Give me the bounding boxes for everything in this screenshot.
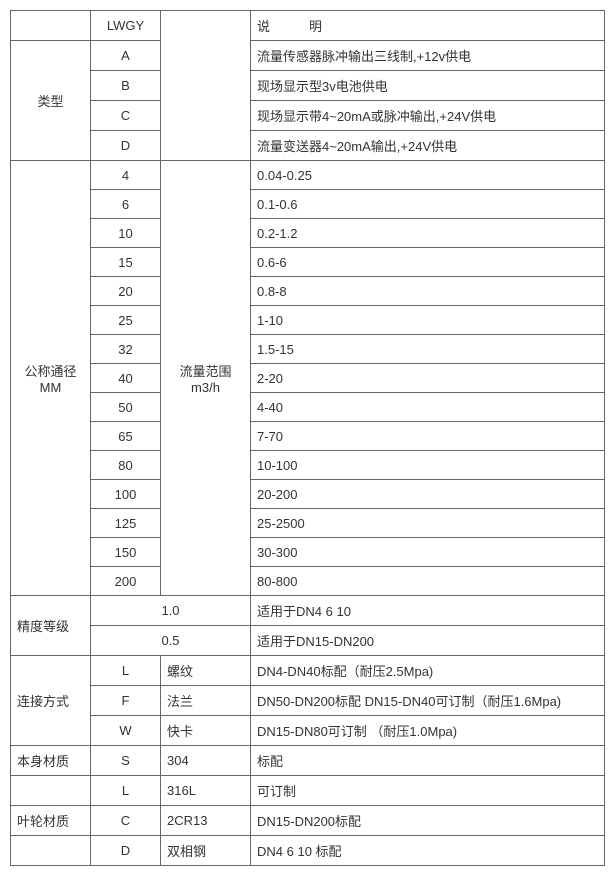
dn-size: 15 <box>91 248 161 277</box>
dn-range: 1.5-15 <box>251 335 605 364</box>
impeller-desc: DN4 6 10 标配 <box>251 836 605 866</box>
dn-size: 100 <box>91 480 161 509</box>
blank-cell <box>11 776 91 806</box>
body-mat-code: S <box>91 746 161 776</box>
dn-range: 1-10 <box>251 306 605 335</box>
type-code: D <box>91 131 161 161</box>
dn-size: 65 <box>91 422 161 451</box>
body-mat-label: 本身材质 <box>11 746 91 776</box>
dn-size: 10 <box>91 219 161 248</box>
dn-range: 7-70 <box>251 422 605 451</box>
header-code: LWGY <box>91 11 161 41</box>
type-desc: 流量传感器脉冲输出三线制,+12v供电 <box>251 41 605 71</box>
blank-cell <box>11 11 91 41</box>
impeller-desc: DN15-DN200标配 <box>251 806 605 836</box>
body-mat-desc: 可订制 <box>251 776 605 806</box>
accuracy-val: 0.5 <box>91 626 251 656</box>
body-mat-code: L <box>91 776 161 806</box>
conn-name: 快卡 <box>161 716 251 746</box>
dn-range: 0.04-0.25 <box>251 161 605 190</box>
impeller-code: C <box>91 806 161 836</box>
dn-range: 25-2500 <box>251 509 605 538</box>
body-mat-name: 304 <box>161 746 251 776</box>
conn-code: F <box>91 686 161 716</box>
blank-cell <box>11 836 91 866</box>
dn-size: 32 <box>91 335 161 364</box>
dn-range: 0.6-6 <box>251 248 605 277</box>
dn-size: 20 <box>91 277 161 306</box>
type-code: B <box>91 71 161 101</box>
accuracy-val: 1.0 <box>91 596 251 626</box>
dn-range: 20-200 <box>251 480 605 509</box>
impeller-label: 叶轮材质 <box>11 806 91 836</box>
dn-size: 25 <box>91 306 161 335</box>
dn-size: 4 <box>91 161 161 190</box>
dn-size: 40 <box>91 364 161 393</box>
type-desc-merge <box>161 11 251 161</box>
type-desc: 现场显示带4~20mA或脉冲输出,+24V供电 <box>251 101 605 131</box>
dn-range: 0.1-0.6 <box>251 190 605 219</box>
conn-code: W <box>91 716 161 746</box>
conn-desc: DN15-DN80可订制 （耐压1.0Mpa) <box>251 716 605 746</box>
type-desc: 流量变送器4~20mA输出,+24V供电 <box>251 131 605 161</box>
dn-label: 公称通径MM <box>11 161 91 596</box>
accuracy-desc: 适用于DN4 6 10 <box>251 596 605 626</box>
dn-range: 80-800 <box>251 567 605 596</box>
dn-size: 200 <box>91 567 161 596</box>
impeller-name: 双相钢 <box>161 836 251 866</box>
dn-range: 2-20 <box>251 364 605 393</box>
dn-size: 150 <box>91 538 161 567</box>
body-mat-desc: 标配 <box>251 746 605 776</box>
dn-range: 0.2-1.2 <box>251 219 605 248</box>
type-desc: 现场显示型3v电池供电 <box>251 71 605 101</box>
accuracy-label: 精度等级 <box>11 596 91 656</box>
type-label: 类型 <box>11 41 91 161</box>
conn-desc: DN4-DN40标配（耐压2.5Mpa) <box>251 656 605 686</box>
spec-table: LWGY 说 明 类型 A 流量传感器脉冲输出三线制,+12v供电 B 现场显示… <box>10 10 605 866</box>
dn-range-label: 流量范围m3/h <box>161 161 251 596</box>
header-desc-label: 说 明 <box>251 11 605 41</box>
dn-size: 125 <box>91 509 161 538</box>
dn-range: 10-100 <box>251 451 605 480</box>
conn-name: 法兰 <box>161 686 251 716</box>
body-mat-name: 316L <box>161 776 251 806</box>
conn-label: 连接方式 <box>11 656 91 746</box>
conn-desc: DN50-DN200标配 DN15-DN40可订制（耐压1.6Mpa) <box>251 686 605 716</box>
type-code: C <box>91 101 161 131</box>
dn-size: 50 <box>91 393 161 422</box>
conn-name: 螺纹 <box>161 656 251 686</box>
impeller-code: D <box>91 836 161 866</box>
dn-size: 80 <box>91 451 161 480</box>
conn-code: L <box>91 656 161 686</box>
dn-range: 4-40 <box>251 393 605 422</box>
type-code: A <box>91 41 161 71</box>
impeller-name: 2CR13 <box>161 806 251 836</box>
dn-size: 6 <box>91 190 161 219</box>
dn-range: 0.8-8 <box>251 277 605 306</box>
accuracy-desc: 适用于DN15-DN200 <box>251 626 605 656</box>
dn-range: 30-300 <box>251 538 605 567</box>
